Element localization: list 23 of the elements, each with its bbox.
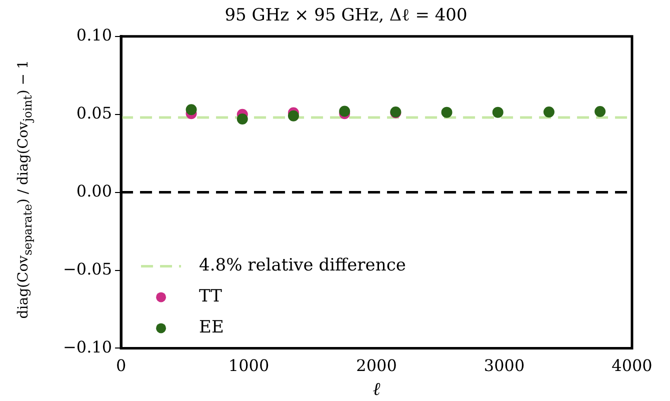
legend-label: EE <box>199 318 224 338</box>
y-tick-label: −0.05 <box>63 259 112 278</box>
point <box>339 106 350 117</box>
y-tick-label: 0.05 <box>76 104 112 123</box>
y-tick-label: 0.10 <box>76 26 112 45</box>
x-tick-label: 2000 <box>356 356 397 375</box>
chart-title: 95 GHz × 95 GHz, Δℓ = 400 <box>224 6 468 26</box>
legend-label: TT <box>199 286 223 307</box>
x-tick-label: 1000 <box>228 356 270 375</box>
x-tick-label: 4000 <box>612 356 652 375</box>
point <box>594 106 606 118</box>
point <box>288 110 299 122</box>
x-tick-label: 0 <box>116 356 126 375</box>
point <box>186 104 197 116</box>
y-tick-label: −0.10 <box>63 337 112 356</box>
y-tick-label: 0.00 <box>76 181 112 200</box>
x-axis-title: ℓ <box>372 378 381 400</box>
x-tick-label: 3000 <box>484 356 525 375</box>
legend-label: 4.8% relative difference <box>199 256 406 276</box>
point <box>236 114 248 125</box>
point <box>441 106 452 118</box>
point <box>492 106 504 118</box>
point <box>543 106 554 118</box>
